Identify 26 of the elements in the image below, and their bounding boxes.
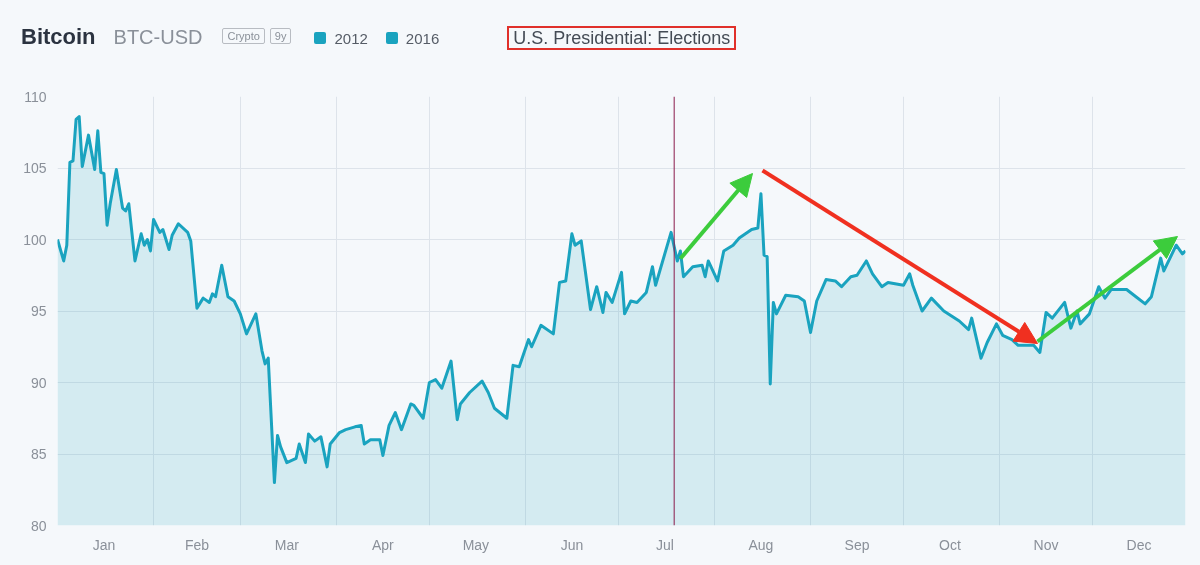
x-tick-label: May [462,536,490,553]
y-tick-label: 105 [23,160,47,176]
y-tick-label: 95 [30,303,47,319]
x-tick-label: Jan [92,536,116,553]
text: 2016 [404,30,440,47]
x-tick-label: Mar [274,536,300,553]
text: Crypto [222,28,265,44]
x-tick-label: Apr [371,536,395,553]
x-tick-label: Feb [184,536,210,553]
y-tick-label: 110 [24,88,47,105]
text: 2012 [333,30,368,47]
x-tick-label: Dec [1126,536,1152,553]
x-tick-label: Aug [748,536,774,553]
text: U.S. Presidential: Elections [507,26,737,50]
y-tick-label: 90 [30,374,47,391]
chart-subtitle: BTC-USD [113,26,203,48]
text: 9y [269,28,292,44]
x-tick-label: Jul [655,536,674,553]
x-tick-label: Sep [844,536,870,553]
y-tick-label: 100 [23,231,47,248]
x-tick-label: Oct [939,536,961,553]
y-tick-label: 80 [30,517,47,534]
x-tick-label: Nov [1033,536,1059,553]
y-tick-label: 85 [30,446,47,462]
chart-title: Bitcoin [21,24,96,49]
x-tick-label: Jun [560,536,584,553]
